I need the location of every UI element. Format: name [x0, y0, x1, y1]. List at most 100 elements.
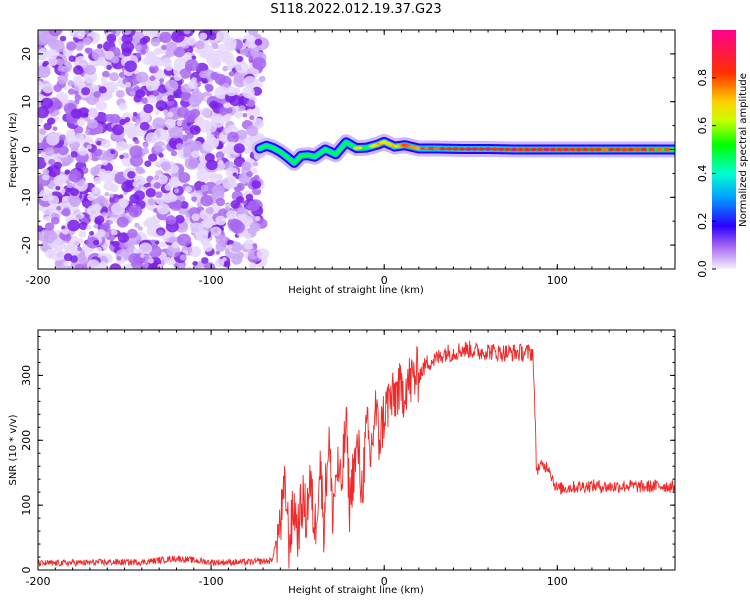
noise-blob [161, 144, 167, 149]
noise-blob [179, 254, 187, 261]
noise-blob [147, 264, 156, 269]
noise-blob [147, 94, 157, 104]
noise-blob [214, 114, 222, 121]
noise-blob [227, 66, 233, 71]
track-hotspot [601, 147, 609, 152]
noise-blob [238, 105, 246, 112]
track-hotspot [568, 147, 576, 152]
noise-blob [116, 256, 122, 261]
noise-blob [91, 186, 100, 195]
noise-blob [252, 243, 258, 248]
noise-blob [101, 159, 109, 166]
noise-blob [92, 171, 98, 177]
noise-blob [158, 153, 164, 158]
noise-blob [161, 44, 167, 51]
noise-blob [233, 143, 245, 154]
noise-blob [200, 107, 212, 118]
noise-blob [159, 31, 172, 43]
noise-blob [230, 221, 245, 234]
noise-blob [38, 65, 51, 78]
noise-blob [152, 117, 166, 130]
noise-blob [65, 133, 77, 144]
noise-blob [216, 30, 230, 43]
noise-blob [122, 30, 132, 36]
track-hotspot [655, 147, 663, 152]
noise-blob [153, 128, 168, 141]
noise-blob [162, 193, 173, 204]
noise-blob [42, 173, 50, 181]
noise-blob [122, 122, 136, 136]
track-hotspot [478, 147, 486, 151]
noise-blob [195, 40, 205, 50]
noise-blob [101, 211, 107, 217]
noise-blob [109, 72, 120, 82]
noise-blob [136, 71, 149, 83]
noise-blob [153, 48, 162, 56]
noise-blob [85, 129, 90, 134]
bottom-x-axis: -200 -100 0 100 [26, 330, 662, 588]
noise-blob [248, 262, 257, 269]
y-tick-label: 100 [20, 495, 33, 516]
noise-blob [55, 185, 61, 191]
noise-blob [67, 80, 74, 86]
noise-blob [52, 238, 66, 251]
noise-blob [200, 194, 213, 207]
track-hotspot [663, 147, 671, 152]
noise-blob [136, 167, 145, 175]
track-hotspot [530, 147, 537, 152]
noise-blob [196, 202, 202, 207]
noise-blob [117, 232, 130, 243]
noise-blob [191, 196, 197, 202]
noise-blob [196, 169, 211, 183]
noise-blob [206, 131, 211, 136]
noise-blob [206, 133, 215, 142]
noise-blob [134, 139, 140, 145]
noise-blob [145, 188, 156, 198]
noise-blob [97, 261, 109, 269]
noise-blob [174, 188, 180, 194]
y-tick-label: -20 [20, 236, 33, 254]
noise-blob [234, 110, 244, 119]
noise-blob [201, 257, 209, 264]
noise-blob [96, 246, 102, 252]
track-hotspot [439, 147, 447, 151]
noise-blob [180, 201, 189, 209]
bottom-x-axis-label: Height of straight line (km) [288, 585, 424, 596]
noise-blob [73, 75, 83, 85]
noise-blob [187, 80, 198, 90]
noise-blob [242, 86, 255, 99]
noise-blob [200, 184, 209, 192]
noise-blob [86, 225, 92, 231]
noise-blob [141, 97, 149, 104]
noise-blob [119, 154, 124, 159]
noise-blob [168, 125, 183, 139]
noise-blob [61, 157, 68, 163]
noise-blob [173, 67, 182, 76]
noise-blob [213, 228, 219, 234]
noise-blob [133, 190, 145, 201]
noise-blob [211, 42, 219, 50]
noise-blob [168, 236, 177, 244]
track-hotspot [497, 147, 505, 151]
noise-blob [236, 55, 244, 63]
y-tick-label: 300 [20, 365, 33, 386]
noise-blob [67, 88, 75, 95]
noise-blob [43, 60, 49, 66]
track-hotspot [575, 147, 583, 152]
noise-blob [110, 149, 115, 155]
noise-blob [62, 196, 68, 202]
noise-blob [135, 118, 142, 125]
noise-blob [135, 44, 142, 51]
noise-blob [168, 176, 181, 188]
noise-blob [243, 147, 251, 155]
noise-blob [39, 128, 47, 135]
noise-blob [78, 221, 88, 231]
noise-blob [176, 143, 184, 151]
noise-blob [101, 170, 115, 183]
x-tick-label: 0 [381, 575, 388, 588]
noise-blob [214, 73, 227, 85]
noise-blob [64, 169, 71, 175]
track-hotspot [510, 147, 518, 152]
noise-blob [228, 46, 235, 52]
